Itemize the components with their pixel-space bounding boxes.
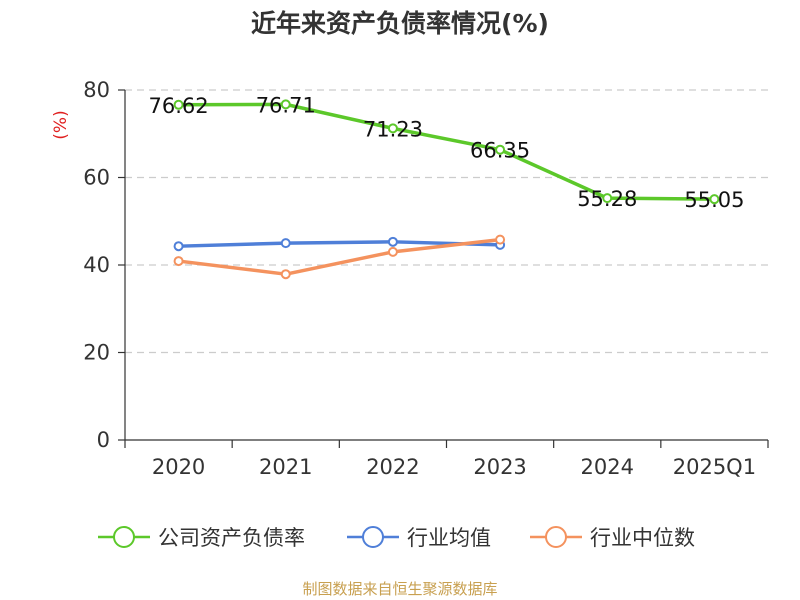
x-tick-label: 2022 [366,455,419,479]
data-label: 55.05 [684,188,744,212]
data-point [387,236,398,247]
data-point [280,269,291,280]
data-point [280,238,291,249]
legend-marker [362,526,384,548]
data-point [173,256,184,267]
source-note: 制图数据来自恒生聚源数据库 [302,580,498,598]
data-point [280,99,291,110]
data-point [495,144,506,155]
legend-label: 公司资产负债率 [158,526,305,550]
chart-title: 近年来资产负债率情况(%) [251,9,549,38]
data-point [709,194,720,205]
x-tick-label: 2023 [473,455,526,479]
y-axis-label: (%) [51,110,71,139]
data-point [495,234,506,245]
y-tick-label: 20 [83,341,110,365]
x-tick-label: 2024 [581,455,634,479]
y-tick-label: 60 [83,166,110,190]
y-tick-label: 40 [83,253,110,277]
series-line [178,102,715,201]
data-point [387,123,398,134]
legend-label: 行业中位数 [590,526,695,550]
series-line [178,237,501,276]
series-line [178,240,501,248]
data-label: 71.23 [363,117,423,141]
legend-label: 行业均值 [407,526,491,550]
x-tick-label: 2021 [259,455,312,479]
x-tick-label: 2020 [152,455,205,479]
legend-marker [113,526,135,548]
y-tick-label: 80 [83,78,110,102]
x-tick-label: 2025Q1 [673,455,756,479]
y-tick-label: 0 [97,428,110,452]
data-point [173,99,184,110]
data-label: 76.62 [149,94,209,118]
legend-marker [545,526,567,548]
data-point [173,241,184,252]
data-label: 55.28 [577,187,637,211]
data-label: 66.35 [470,139,530,163]
data-label: 76.71 [256,93,316,117]
data-point [602,193,613,204]
data-point [387,246,398,257]
